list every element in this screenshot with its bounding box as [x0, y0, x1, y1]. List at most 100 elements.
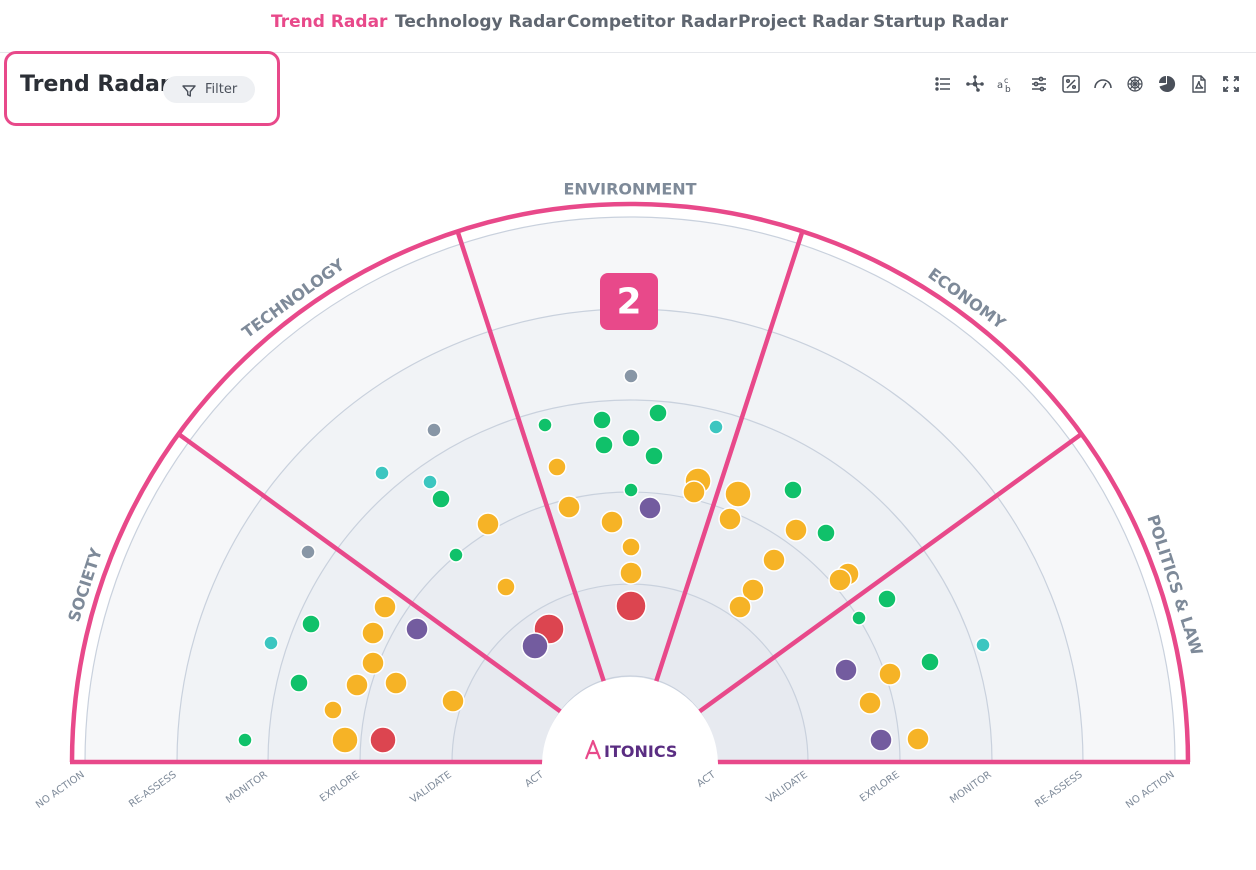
fullscreen-icon[interactable] — [1220, 73, 1242, 95]
trend-blip[interactable] — [237, 732, 253, 748]
svg-text:b: b — [1005, 85, 1011, 95]
trend-blip[interactable] — [476, 512, 500, 536]
trend-blip[interactable] — [441, 689, 465, 713]
gauge-icon[interactable] — [1092, 73, 1114, 95]
trend-blip[interactable] — [869, 728, 893, 752]
logo-icon — [584, 739, 602, 760]
ring-label: NO ACTION — [34, 769, 87, 810]
trend-blip[interactable] — [521, 632, 549, 660]
trend-blip[interactable] — [361, 651, 385, 675]
segment-divider — [455, 230, 611, 697]
trend-blip[interactable] — [858, 691, 882, 715]
ring-label: EXPLORE — [858, 769, 902, 804]
trend-blip[interactable] — [537, 417, 553, 433]
trend-blip[interactable] — [384, 671, 408, 695]
radar-icon[interactable] — [1124, 73, 1146, 95]
trend-blip[interactable] — [741, 578, 765, 602]
trend-blip[interactable] — [405, 617, 429, 641]
logo-disk — [542, 677, 718, 765]
tab-competitor-radar[interactable]: Competitor Radar — [567, 12, 738, 32]
trend-blip[interactable] — [623, 368, 639, 384]
trend-blip[interactable] — [361, 621, 385, 645]
trend-blip[interactable] — [592, 410, 612, 430]
pie-chart-icon[interactable] — [1156, 73, 1178, 95]
trend-blip[interactable] — [547, 457, 567, 477]
filter-label: Filter — [205, 82, 238, 97]
tab-technology-radar[interactable]: Technology Radar — [395, 12, 566, 32]
trend-blip[interactable] — [783, 480, 803, 500]
trend-blip[interactable] — [448, 547, 464, 563]
trend-blip[interactable] — [331, 726, 359, 754]
trend-blip[interactable] — [373, 595, 397, 619]
ring-label: VALIDATE — [408, 769, 453, 805]
trend-blip[interactable] — [638, 496, 662, 520]
network-view-icon[interactable] — [964, 73, 986, 95]
trend-blip[interactable] — [724, 480, 752, 508]
ring-label: EXPLORE — [318, 769, 362, 804]
trend-blip[interactable] — [877, 589, 897, 609]
trend-blip[interactable] — [263, 635, 279, 651]
trend-blip[interactable] — [718, 507, 742, 531]
segment-divider — [177, 432, 575, 723]
trend-blip[interactable] — [374, 465, 390, 481]
filter-icon — [181, 82, 197, 110]
trend-blip[interactable] — [762, 548, 786, 572]
page-header-highlight — [4, 51, 280, 126]
trend-blip[interactable] — [369, 726, 397, 754]
trend-blip[interactable] — [426, 422, 442, 438]
trend-blip[interactable] — [431, 489, 451, 509]
trend-blip[interactable] — [619, 561, 643, 585]
trend-blip[interactable] — [975, 637, 991, 653]
ring-label: RE-ASSESS — [1033, 769, 1085, 810]
trend-blip[interactable] — [728, 595, 752, 619]
trend-blip[interactable] — [851, 610, 867, 626]
trend-blip[interactable] — [878, 662, 902, 686]
trend-blip[interactable] — [644, 446, 664, 466]
trend-blip[interactable] — [920, 652, 940, 672]
trend-blip[interactable] — [345, 673, 369, 697]
trend-blip[interactable] — [422, 474, 438, 490]
tab-trend-radar[interactable]: Trend Radar — [271, 12, 388, 32]
trend-blip[interactable] — [594, 435, 614, 455]
trend-blip[interactable] — [621, 537, 641, 557]
trend-blip[interactable] — [784, 518, 808, 542]
trend-blip[interactable] — [834, 658, 858, 682]
trend-blip[interactable] — [906, 727, 930, 751]
segment-divider — [685, 432, 1083, 723]
trend-blip[interactable] — [816, 523, 836, 543]
tab-startup-radar[interactable]: Startup Radar — [873, 12, 1009, 32]
trend-blip[interactable] — [648, 403, 668, 423]
trend-blip[interactable] — [621, 428, 641, 448]
tab-project-radar[interactable]: Project Radar — [738, 12, 869, 32]
percentage-icon[interactable] — [1060, 73, 1082, 95]
segment-label: ENVIRONMENT — [563, 180, 696, 199]
trend-blip[interactable] — [557, 495, 581, 519]
trend-blip[interactable] — [301, 614, 321, 634]
trend-blip[interactable] — [708, 419, 724, 435]
ring-label: ACT — [523, 769, 546, 790]
filter-button[interactable]: Filter — [163, 76, 255, 103]
settings-sliders-icon[interactable] — [1028, 73, 1050, 95]
ring-label: MONITOR — [948, 769, 994, 805]
trend-blip[interactable] — [600, 510, 624, 534]
trend-blip[interactable] — [300, 544, 316, 560]
ring-label: RE-ASSESS — [127, 769, 179, 810]
top-navigation: Trend Radar Technology Radar Competitor … — [0, 0, 1256, 53]
list-view-icon[interactable] — [932, 73, 954, 95]
svg-text:a: a — [997, 80, 1003, 91]
callout-number: 2 — [616, 282, 641, 323]
trend-blip[interactable] — [289, 673, 309, 693]
trend-blip[interactable] — [623, 482, 639, 498]
trend-blip[interactable] — [323, 700, 343, 720]
ring-label: ACT — [695, 769, 718, 790]
trend-blip[interactable] — [828, 568, 852, 592]
trend-blip[interactable] — [682, 480, 706, 504]
segment-divider — [649, 230, 805, 697]
trend-blip[interactable] — [615, 590, 647, 622]
pdf-export-icon[interactable] — [1188, 73, 1210, 95]
ring-label: NO ACTION — [1124, 769, 1177, 810]
svg-text:c: c — [1004, 76, 1008, 85]
trend-blip[interactable] — [496, 577, 516, 597]
